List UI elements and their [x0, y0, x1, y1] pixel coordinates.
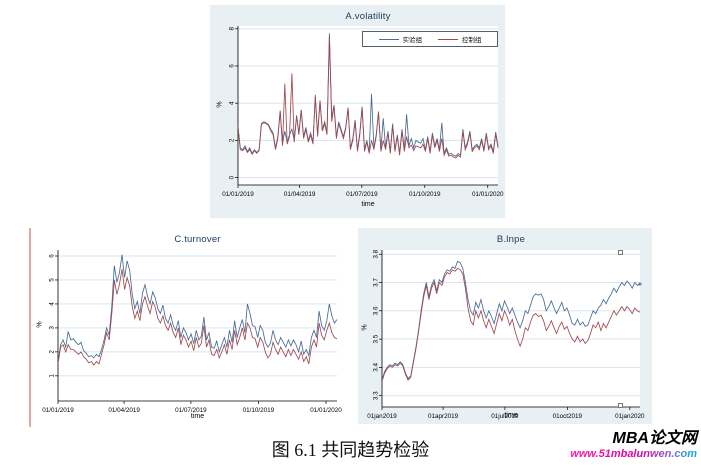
- svg-text:3.8: 3.8: [373, 249, 380, 258]
- chart-title: C.turnover: [174, 234, 221, 245]
- svg-text:01/07/2019: 01/07/2019: [175, 407, 207, 414]
- legend-entry-treatment: 实验组: [378, 34, 423, 44]
- y-axis-label: %: [361, 324, 369, 331]
- x-axis-label: time: [504, 412, 518, 419]
- chart-lnpe: 3.3 3.4 3.5 3.6 3.7 3.8 01jan2019 01apr2019 01ju…: [358, 228, 652, 424]
- svg-text:6: 6: [49, 254, 56, 258]
- legend-label-control: 控制组: [461, 37, 482, 44]
- svg-text:01jan2019: 01jan2019: [367, 413, 397, 420]
- svg-text:3.3: 3.3: [373, 391, 380, 400]
- legend-entry-control: 控制组: [437, 34, 482, 44]
- svg-text:3.5: 3.5: [373, 334, 380, 343]
- plot-svg: 1 2 3 4 5 6 01/01/2019 01/04/2019 01/07/2019 01/1…: [29, 228, 350, 427]
- svg-text:01/01/2020: 01/01/2020: [472, 191, 504, 198]
- svg-text:01/04/2019: 01/04/2019: [284, 191, 316, 198]
- y-axis-label: %: [36, 321, 44, 328]
- svg-text:01/10/2019: 01/10/2019: [409, 191, 441, 198]
- svg-text:3.6: 3.6: [373, 306, 380, 315]
- watermark: MBA论文网 www.51mbalunwen.com: [570, 430, 697, 460]
- chart-title: A.volatility: [345, 11, 391, 22]
- svg-text:2: 2: [49, 350, 56, 354]
- svg-text:1: 1: [49, 374, 56, 378]
- legend: 实验组 控制组: [362, 31, 498, 47]
- lnpe-plot-area: 3.3 3.4 3.5 3.6 3.7 3.8 01jan2019 01apr2019 01ju…: [358, 228, 652, 424]
- svg-text:01jul2019: 01jul2019: [491, 413, 519, 420]
- svg-text:01/01/2019: 01/01/2019: [42, 407, 74, 414]
- svg-text:01/10/2019: 01/10/2019: [243, 407, 275, 414]
- svg-text:01apr2019: 01apr2019: [428, 413, 459, 420]
- svg-text:01oct2019: 01oct2019: [553, 413, 583, 420]
- svg-text:8: 8: [229, 27, 236, 31]
- svg-text:3.7: 3.7: [373, 278, 380, 287]
- legend-label-treatment: 实验组: [402, 37, 423, 44]
- plot-svg: 3.3 3.4 3.5 3.6 3.7 3.8 01jan2019 01apr2019 01ju…: [358, 228, 652, 424]
- svg-text:3.4: 3.4: [373, 363, 380, 372]
- svg-text:5: 5: [49, 278, 56, 282]
- x-axis-label: time: [190, 413, 205, 420]
- chart-title: B.lnpe: [496, 234, 526, 245]
- svg-text:6: 6: [229, 64, 236, 68]
- svg-text:2: 2: [229, 138, 236, 142]
- svg-text:01/07/2019: 01/07/2019: [346, 191, 378, 198]
- x-axis-label: time: [361, 201, 375, 208]
- handle-square-icon: [618, 403, 623, 408]
- turnover-plot-area: 1 2 3 4 5 6 01/01/2019 01/04/2019 01/07/2019 01/1…: [29, 228, 350, 427]
- svg-text:3: 3: [49, 326, 56, 330]
- watermark-url: www.51mbalunwen.com: [570, 447, 697, 460]
- y-axis-label: %: [216, 101, 224, 108]
- chart-turnover: 1 2 3 4 5 6 01/01/2019 01/04/2019 01/07/2019 01/1…: [29, 228, 350, 427]
- chart-volatility: 0 2 4 6 8 01/01/2019 01/04/2019 01/07/2019 01/10…: [210, 5, 505, 218]
- watermark-brand: MBA论文网: [612, 430, 697, 447]
- page-margin-line: [29, 228, 31, 427]
- svg-text:01/01/2019: 01/01/2019: [222, 191, 254, 198]
- svg-text:4: 4: [229, 101, 236, 105]
- treatment-line-swatch: [378, 38, 399, 40]
- svg-text:01jan2020: 01jan2020: [615, 413, 645, 420]
- svg-text:01/04/2019: 01/04/2019: [108, 407, 140, 414]
- svg-text:0: 0: [229, 175, 236, 179]
- handle-square-icon: [618, 250, 623, 255]
- control-line-swatch: [437, 38, 458, 40]
- svg-text:01/01/2020: 01/01/2020: [310, 407, 342, 414]
- figure-caption: 图 6.1 共同趋势检验: [271, 440, 430, 460]
- svg-text:4: 4: [49, 302, 56, 306]
